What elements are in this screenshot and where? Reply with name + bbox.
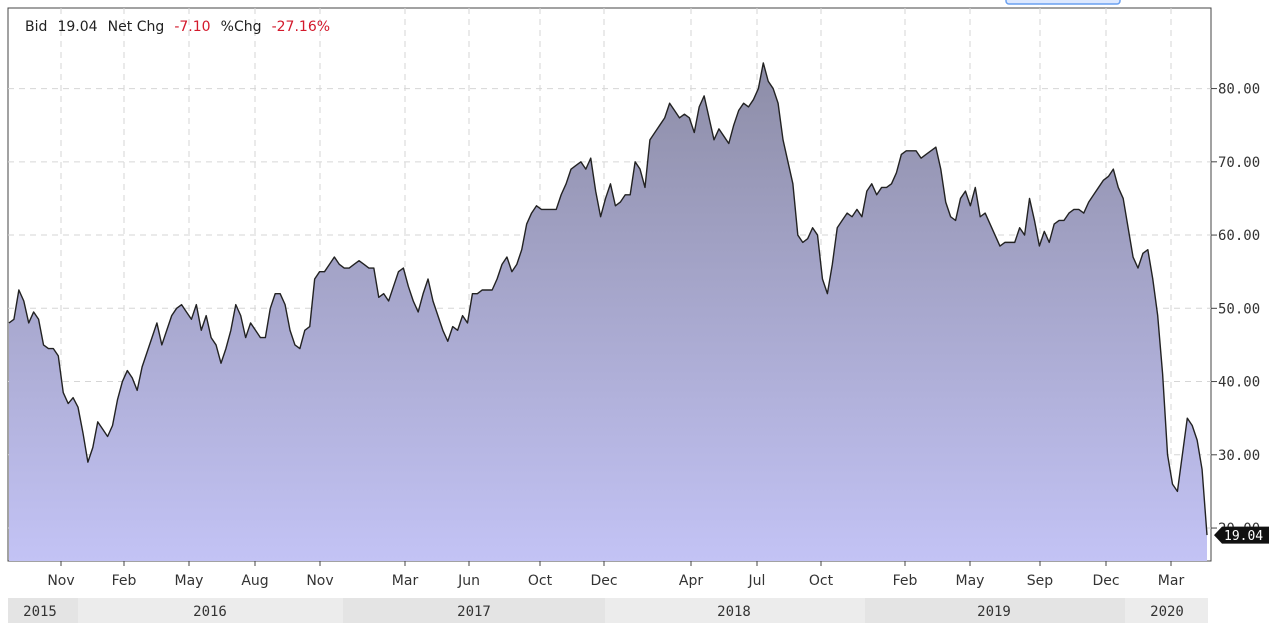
price-line bbox=[8, 62, 1208, 536]
year-band bbox=[605, 598, 865, 623]
year-label: 2020 bbox=[1150, 604, 1184, 620]
y-tick-label: 40.00 bbox=[1218, 375, 1260, 391]
net-chg-label: Net Chg bbox=[108, 19, 165, 35]
year-band bbox=[1125, 598, 1208, 623]
x-tick-label: Nov bbox=[47, 573, 74, 589]
x-tick-label: Jun bbox=[457, 573, 480, 589]
x-tick-label: Nov bbox=[306, 573, 333, 589]
toolbar-button-partial[interactable] bbox=[1005, 0, 1121, 5]
x-tick-label: Oct bbox=[528, 573, 553, 589]
price-area bbox=[9, 62, 1207, 561]
year-axis: 2015 2016 2017 2018 2019 2020 bbox=[8, 598, 1208, 623]
x-tick-label: Mar bbox=[392, 573, 419, 589]
y-tick-label: 70.00 bbox=[1218, 155, 1260, 171]
year-band bbox=[865, 598, 1125, 623]
x-tick-label: Jul bbox=[748, 573, 766, 589]
y-tick-label: 30.00 bbox=[1218, 448, 1260, 464]
x-axis: Nov Feb May Aug Nov Mar Jun Oct Dec Apr Jul Oct Feb M… bbox=[47, 561, 1184, 589]
x-tick-label: Oct bbox=[809, 573, 834, 589]
x-tick-label: Dec bbox=[590, 573, 617, 589]
x-tick-label: Mar bbox=[1158, 573, 1185, 589]
year-label: 2018 bbox=[717, 604, 751, 620]
x-tick-label: May bbox=[175, 573, 204, 589]
year-band bbox=[343, 598, 605, 623]
x-tick-label: Dec bbox=[1092, 573, 1119, 589]
x-tick-label: Feb bbox=[893, 573, 918, 589]
quote-header: Bid 19.04 Net Chg -7.10 %Chg -27.16% bbox=[25, 16, 330, 35]
x-tick-label: May bbox=[956, 573, 985, 589]
year-label: 2015 bbox=[23, 604, 57, 620]
last-value-label: 19.04 bbox=[1224, 529, 1263, 544]
bid-value: 19.04 bbox=[57, 19, 97, 35]
x-tick-label: Feb bbox=[112, 573, 137, 589]
net-chg-value: -7.10 bbox=[174, 19, 210, 35]
year-label: 2016 bbox=[193, 604, 227, 620]
y-tick-label: 50.00 bbox=[1218, 301, 1260, 317]
last-value-marker: 19.04 bbox=[1214, 526, 1269, 544]
pct-chg-label: %Chg bbox=[221, 19, 262, 35]
year-label: 2017 bbox=[457, 604, 491, 620]
year-label: 2019 bbox=[977, 604, 1011, 620]
bid-label: Bid bbox=[25, 19, 47, 35]
x-tick-label: Apr bbox=[679, 573, 703, 589]
pct-chg-value: -27.16% bbox=[272, 19, 330, 35]
y-tick-label: 60.00 bbox=[1218, 228, 1260, 244]
x-tick-label: Aug bbox=[241, 573, 268, 589]
x-tick-label: Sep bbox=[1027, 573, 1054, 589]
y-tick-label: 80.00 bbox=[1218, 82, 1260, 98]
year-band bbox=[78, 598, 343, 623]
year-band bbox=[8, 598, 78, 623]
last-value-badge bbox=[1214, 526, 1269, 544]
